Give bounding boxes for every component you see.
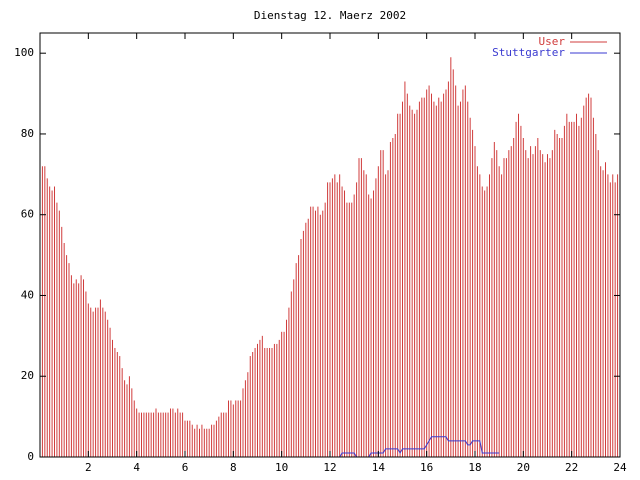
x-tick-label: 18 <box>468 461 481 474</box>
x-tick-label: 6 <box>182 461 189 474</box>
y-tick-label: 80 <box>21 127 34 140</box>
y-tick-label: 40 <box>21 288 34 301</box>
y-tick-label: 60 <box>21 208 34 221</box>
x-tick-label: 20 <box>517 461 530 474</box>
x-tick-label: 8 <box>230 461 237 474</box>
x-tick-label: 12 <box>323 461 336 474</box>
x-tick-label: 10 <box>275 461 288 474</box>
y-tick-label: 100 <box>14 46 34 59</box>
x-tick-label: 22 <box>565 461 578 474</box>
x-tick-label: 14 <box>372 461 386 474</box>
x-tick-label: 4 <box>133 461 140 474</box>
x-tick-label: 24 <box>613 461 627 474</box>
legend-label: User <box>539 35 566 48</box>
y-tick-label: 20 <box>21 369 34 382</box>
x-tick-label: 16 <box>420 461 433 474</box>
y-tick-label: 0 <box>27 450 34 463</box>
x-tick-label: 2 <box>85 461 92 474</box>
legend-label: Stuttgarter <box>492 46 565 59</box>
chart-title: Dienstag 12. Maerz 2002 <box>254 9 406 22</box>
